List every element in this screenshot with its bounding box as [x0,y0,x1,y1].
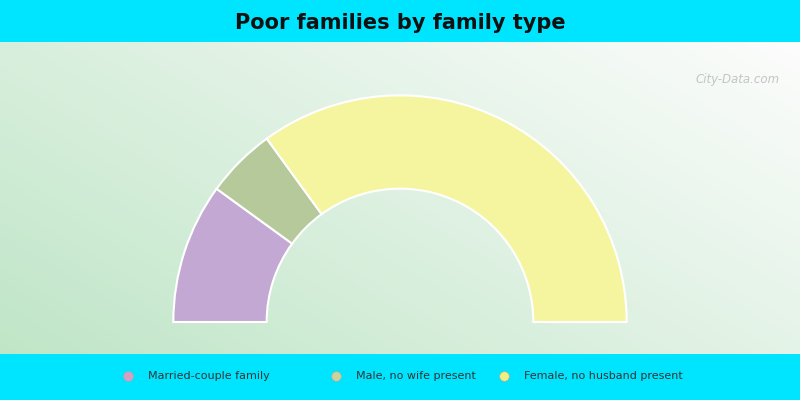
Text: Female, no husband present: Female, no husband present [524,371,682,381]
Wedge shape [217,139,322,244]
Text: Male, no wife present: Male, no wife present [356,371,476,381]
Text: Poor families by family type: Poor families by family type [234,13,566,33]
Wedge shape [266,95,626,322]
Text: City-Data.com: City-Data.com [696,73,780,86]
Wedge shape [174,189,292,322]
Text: Married-couple family: Married-couple family [148,371,270,381]
